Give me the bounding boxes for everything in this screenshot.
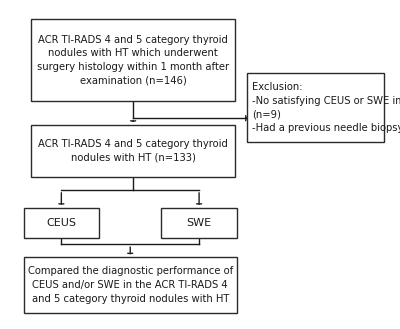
Text: ACR TI-RADS 4 and 5 category thyroid
nodules with HT (n=133): ACR TI-RADS 4 and 5 category thyroid nod… (38, 139, 228, 163)
FancyBboxPatch shape (31, 125, 235, 177)
FancyBboxPatch shape (24, 257, 237, 313)
FancyBboxPatch shape (247, 73, 384, 142)
Text: Exclusion:
-No satisfying CEUS or SWE images
(n=9)
-Had a previous needle biopsy: Exclusion: -No satisfying CEUS or SWE im… (252, 82, 400, 133)
Text: Compared the diagnostic performance of
CEUS and/or SWE in the ACR TI-RADS 4
and : Compared the diagnostic performance of C… (28, 266, 233, 304)
FancyBboxPatch shape (31, 19, 235, 101)
FancyBboxPatch shape (161, 208, 237, 238)
Text: SWE: SWE (186, 218, 212, 228)
Text: ACR TI-RADS 4 and 5 category thyroid
nodules with HT which underwent
surgery his: ACR TI-RADS 4 and 5 category thyroid nod… (37, 35, 229, 85)
Text: CEUS: CEUS (46, 218, 76, 228)
FancyBboxPatch shape (24, 208, 99, 238)
